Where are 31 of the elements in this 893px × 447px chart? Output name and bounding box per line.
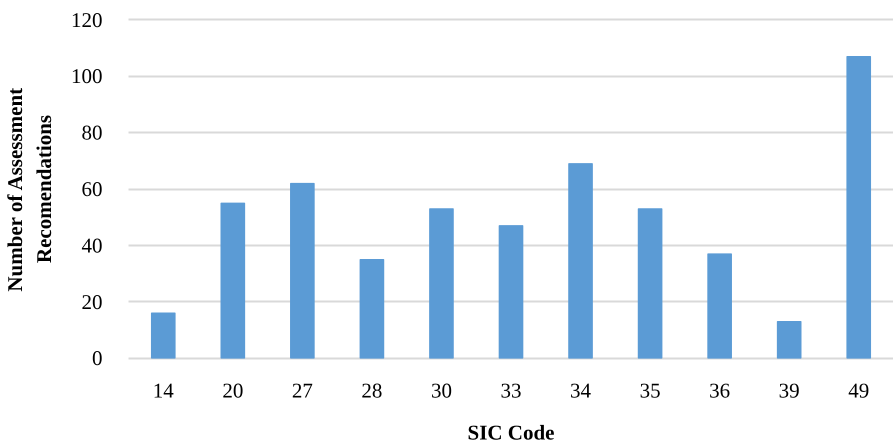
bar (290, 182, 315, 359)
y-tick-label: 0 (92, 346, 102, 370)
y-tick-label: 40 (82, 233, 102, 258)
y-tick-label: 100 (71, 64, 102, 88)
y-axis-title: Number of Assessment Recomendations (3, 88, 56, 292)
x-tick-label: 39 (778, 378, 800, 402)
x-tick-label: 28 (361, 378, 382, 402)
bar (498, 225, 524, 359)
x-axis-title: SIC Code (468, 420, 554, 444)
bar (568, 163, 593, 359)
bar (776, 321, 802, 359)
bar (707, 253, 732, 359)
bar (846, 56, 872, 359)
x-tick-label: 36 (709, 378, 730, 402)
x-tick-label: 49 (848, 378, 870, 402)
y-tick-label: 80 (82, 120, 102, 145)
bar (429, 208, 454, 359)
x-tick-label: 27 (292, 378, 313, 402)
y-tick-label: 20 (82, 290, 102, 314)
bar (638, 208, 662, 359)
x-tick-label: 33 (500, 378, 522, 402)
bar (150, 312, 176, 359)
x-tick-label: 20 (222, 378, 244, 402)
x-tick-label: 35 (640, 378, 661, 402)
y-tick-label: 60 (82, 177, 102, 201)
x-tick-label: 14 (152, 378, 174, 402)
x-tick-label: 30 (430, 378, 452, 402)
y-tick-label: 120 (71, 8, 102, 32)
x-tick-label: 34 (570, 378, 592, 402)
bar (360, 258, 384, 359)
bar (220, 202, 246, 359)
